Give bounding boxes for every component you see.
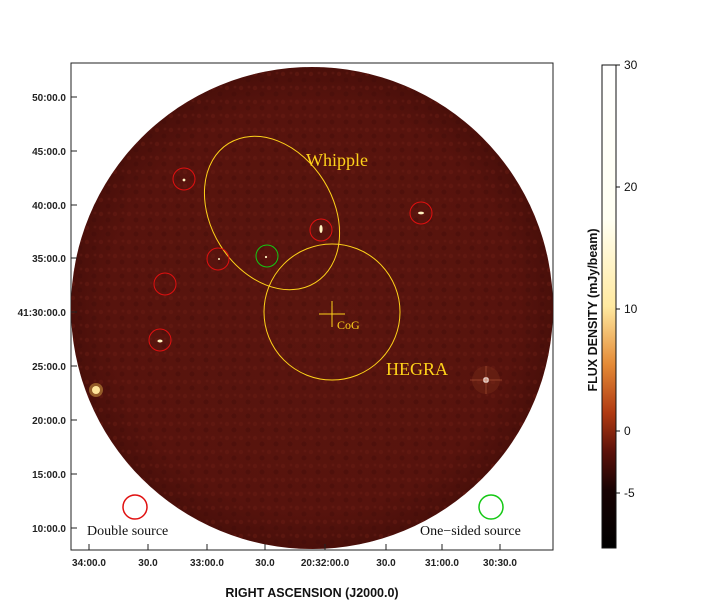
colorbar-tick-label: 10 — [624, 302, 638, 316]
colorbar-tick-label: 0 — [624, 424, 631, 438]
x-tick-label: 30.0 — [376, 558, 396, 569]
legend-one-sided-label: One−sided source — [420, 524, 521, 539]
x-tick-label: 33:00.0 — [190, 558, 224, 569]
y-tick-label: 25:00.0 — [32, 362, 66, 373]
cog-label: CoG — [337, 318, 360, 332]
x-tick-label: 31:00.0 — [425, 558, 459, 569]
double-source-marker — [148, 328, 172, 352]
colorbar-label: FLUX DENSITY (mJy/beam) — [586, 228, 600, 391]
colorbar-tick-label: -5 — [624, 486, 635, 500]
y-tick-label: 40:00.0 — [32, 201, 66, 212]
legend-double-label: Double source — [87, 524, 168, 539]
y-tick-label: 41:30:00.0 — [18, 308, 67, 319]
y-tick-label: 45:00.0 — [32, 147, 66, 158]
colorbar — [601, 64, 617, 549]
double-source-marker — [206, 247, 230, 271]
whipple-label: Whipple — [306, 150, 368, 170]
y-tick-label: 15:00.0 — [32, 470, 66, 481]
hegra-circle — [263, 243, 401, 381]
one-sided-source-marker — [255, 244, 279, 268]
double-source-marker — [172, 167, 196, 191]
colorbar-ticks: 30 20 10 0 -5 — [616, 58, 638, 500]
colorbar-tick-label: 20 — [624, 180, 638, 194]
x-axis-label: RIGHT ASCENSION (J2000.0) — [225, 586, 398, 600]
y-tick-label: 10:00.0 — [32, 524, 66, 535]
cog-marker — [319, 301, 345, 327]
x-tick-label: 30.0 — [255, 558, 275, 569]
double-source-marker — [309, 218, 333, 242]
x-tick-label: 34:00.0 — [72, 558, 106, 569]
x-tick-label: 30.0 — [138, 558, 158, 569]
x-tick-label: 20:32:00.0 — [301, 558, 350, 569]
hegra-label: HEGRA — [386, 359, 448, 379]
double-source-marker — [409, 201, 433, 225]
y-tick-label: 35:00.0 — [32, 254, 66, 265]
y-tick-label: 20:00.0 — [32, 416, 66, 427]
radio-map — [71, 67, 553, 549]
double-sources — [148, 167, 433, 352]
colorbar-tick-label: 30 — [624, 58, 638, 72]
y-tick-label: 50:00.0 — [32, 93, 66, 104]
double-source-cores — [157, 178, 424, 343]
axis-ticks — [71, 96, 501, 550]
one-sided-source-core — [264, 255, 268, 259]
whipple-ellipse — [203, 135, 341, 291]
legend-double-marker — [122, 494, 148, 520]
double-source-marker — [153, 272, 177, 296]
bright-source-right — [470, 366, 502, 394]
x-tick-label: 30:30.0 — [483, 558, 517, 569]
legend-one-sided-marker — [478, 494, 504, 520]
